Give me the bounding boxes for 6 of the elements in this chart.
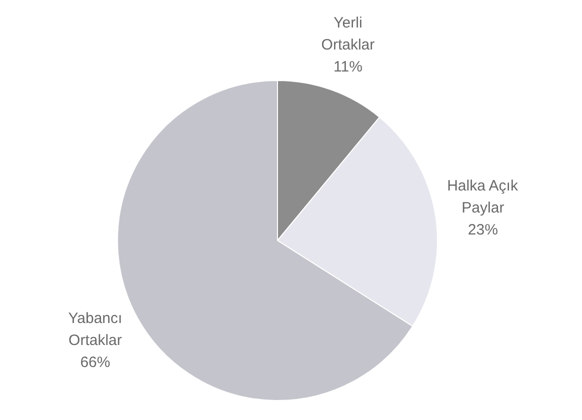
slice-label: Yerli Ortaklar	[321, 14, 375, 54]
data-label: 66%	[80, 354, 110, 372]
slice-label: Yabancı Ortaklar	[68, 310, 122, 350]
slice-label: Halka Açık Paylar	[447, 177, 518, 216]
data-label: 23%	[468, 221, 498, 238]
data-label: 11%	[334, 58, 362, 76]
